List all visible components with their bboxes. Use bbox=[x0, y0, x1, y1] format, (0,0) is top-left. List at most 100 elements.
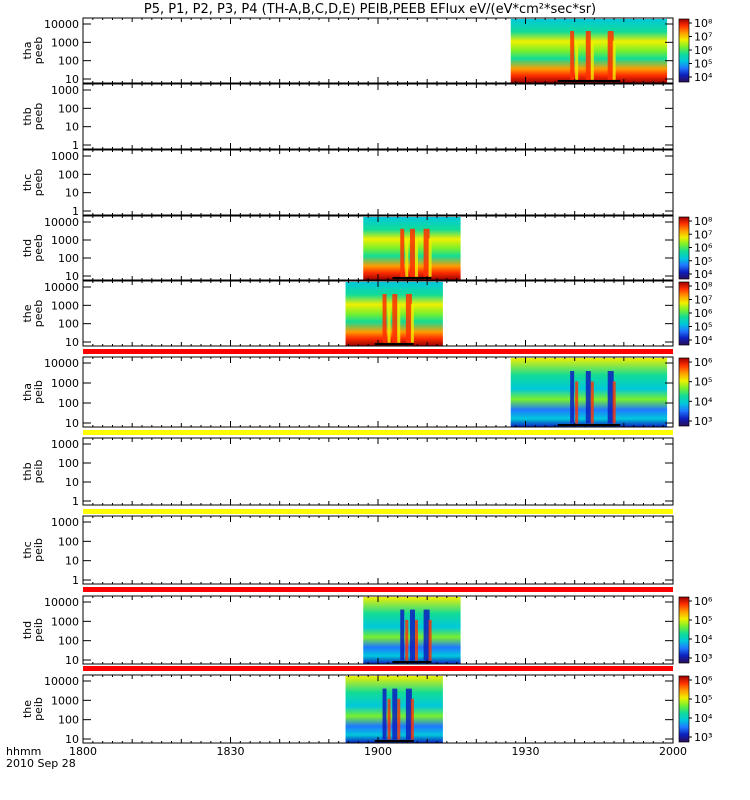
y-axis-label: peib bbox=[32, 697, 45, 721]
y-tick-label: 10 bbox=[65, 187, 79, 200]
spectrogram-burst bbox=[400, 609, 405, 661]
y-tick-label: 10000 bbox=[44, 281, 79, 294]
flag-bar-yellow bbox=[83, 430, 673, 435]
y-tick-label: 1000 bbox=[51, 516, 79, 529]
spectrogram-burst bbox=[409, 228, 415, 277]
y-tick-label: 10 bbox=[65, 555, 79, 568]
y-tick-label: 1000 bbox=[51, 299, 79, 312]
spectrogram-burst bbox=[428, 238, 432, 277]
x-tick-label: 1830 bbox=[217, 745, 245, 758]
spectrogram-burst bbox=[575, 381, 579, 424]
spectrogram-trace bbox=[392, 661, 432, 663]
colorbar-label: 10⁸ bbox=[694, 215, 713, 228]
spectrogram-trace bbox=[374, 343, 414, 345]
spectrogram-burst bbox=[575, 40, 579, 80]
x-tick-label: 1800 bbox=[69, 745, 97, 758]
spectrogram-burst bbox=[428, 619, 432, 661]
y-tick-label: 10000 bbox=[44, 357, 79, 370]
y-axis-label: peib bbox=[32, 460, 45, 484]
y-tick-label: 100 bbox=[58, 55, 79, 68]
y-tick-label: 1000 bbox=[51, 438, 79, 451]
y-tick-label: 100 bbox=[58, 535, 79, 548]
y-axis-label: peeb bbox=[32, 234, 45, 262]
y-axis-label: thd bbox=[21, 239, 34, 257]
colorbar-label: 10⁵ bbox=[694, 321, 712, 334]
x-axis: 1800 1830 1900 1930 2000 bbox=[69, 745, 687, 758]
colorbar-label: 10⁴ bbox=[694, 633, 713, 646]
colorbar bbox=[678, 281, 690, 346]
spectrogram-burst bbox=[590, 381, 594, 424]
y-axis-label: thb bbox=[21, 462, 34, 480]
y-tick-label: 10 bbox=[65, 270, 79, 283]
y-axis-label: peeb bbox=[32, 37, 45, 65]
y-tick-label: 100 bbox=[58, 714, 79, 727]
flag-bar-red bbox=[83, 587, 673, 592]
spectrogram-burst bbox=[392, 294, 398, 343]
spectrogram-burst bbox=[585, 31, 591, 80]
colorbar bbox=[678, 596, 690, 664]
colorbar-label: 10⁷ bbox=[694, 294, 712, 307]
y-tick-label: 1000 bbox=[51, 150, 79, 163]
colorbar-label: 10⁶ bbox=[694, 307, 713, 320]
y-tick-label: 100 bbox=[58, 457, 79, 470]
y-axis-label: thb bbox=[21, 107, 34, 125]
colorbar-label: 10⁵ bbox=[694, 693, 712, 706]
spectrogram-trace bbox=[374, 740, 414, 742]
colorbar-label: 10⁶ bbox=[694, 595, 713, 608]
colorbar-label: 10³ bbox=[694, 415, 712, 428]
y-axis-label: peib bbox=[32, 538, 45, 562]
y-axis-label: thd bbox=[21, 621, 34, 639]
y-tick-label: 10 bbox=[65, 733, 79, 746]
colorbar-label: 10⁷ bbox=[694, 31, 712, 44]
y-tick-label: 100 bbox=[58, 168, 79, 181]
spectrogram-burst bbox=[392, 688, 398, 740]
y-tick-label: 1000 bbox=[51, 36, 79, 49]
y-axis-label: peeb bbox=[32, 103, 45, 131]
spectrogram-burst bbox=[423, 228, 430, 277]
panel-frame bbox=[82, 149, 674, 216]
panel-frame bbox=[82, 515, 674, 585]
colorbar-label: 10⁴ bbox=[694, 712, 713, 725]
spectrogram-trace bbox=[557, 80, 621, 82]
y-tick-label: 10000 bbox=[44, 18, 79, 31]
colorbar-label: 10⁸ bbox=[694, 280, 713, 293]
spectrogram-burst bbox=[585, 371, 591, 424]
x-tick-label: 1930 bbox=[512, 745, 540, 758]
y-tick-label: 1 bbox=[72, 139, 79, 152]
y-tick-label: 1 bbox=[72, 205, 79, 218]
x-tick-label: 1900 bbox=[364, 745, 392, 758]
y-tick-label: 1000 bbox=[51, 694, 79, 707]
flag-bar-red bbox=[83, 349, 673, 354]
y-axis-label: thc bbox=[21, 541, 34, 558]
colorbar-label: 10⁴ bbox=[694, 268, 713, 281]
footer-hhmm-label: hhmm bbox=[6, 745, 41, 758]
y-tick-label: 10 bbox=[65, 417, 79, 430]
spectrogram-trace bbox=[392, 277, 432, 279]
colorbar bbox=[678, 357, 690, 427]
colorbar-label: 10⁶ bbox=[694, 44, 713, 57]
y-tick-label: 10 bbox=[65, 654, 79, 667]
spectrogram-burst bbox=[405, 294, 412, 343]
spectrogram-burst bbox=[405, 688, 412, 740]
colorbar-label: 10⁴ bbox=[694, 71, 713, 84]
spectrogram-burst bbox=[423, 609, 430, 661]
colorbar bbox=[678, 216, 690, 280]
spectrogram-burst bbox=[400, 228, 405, 277]
spectrogram-burst bbox=[405, 238, 409, 277]
y-tick-label: 10000 bbox=[44, 596, 79, 609]
y-tick-label: 1000 bbox=[51, 377, 79, 390]
spectrogram-burst bbox=[570, 371, 575, 424]
colorbar-label: 10⁵ bbox=[694, 376, 712, 389]
colorbar-label: 10⁶ bbox=[694, 674, 713, 687]
spectrogram-burst bbox=[387, 303, 391, 343]
panel-frame bbox=[82, 83, 674, 150]
panel-frame bbox=[82, 437, 674, 506]
spectrogram-burst bbox=[410, 698, 414, 740]
